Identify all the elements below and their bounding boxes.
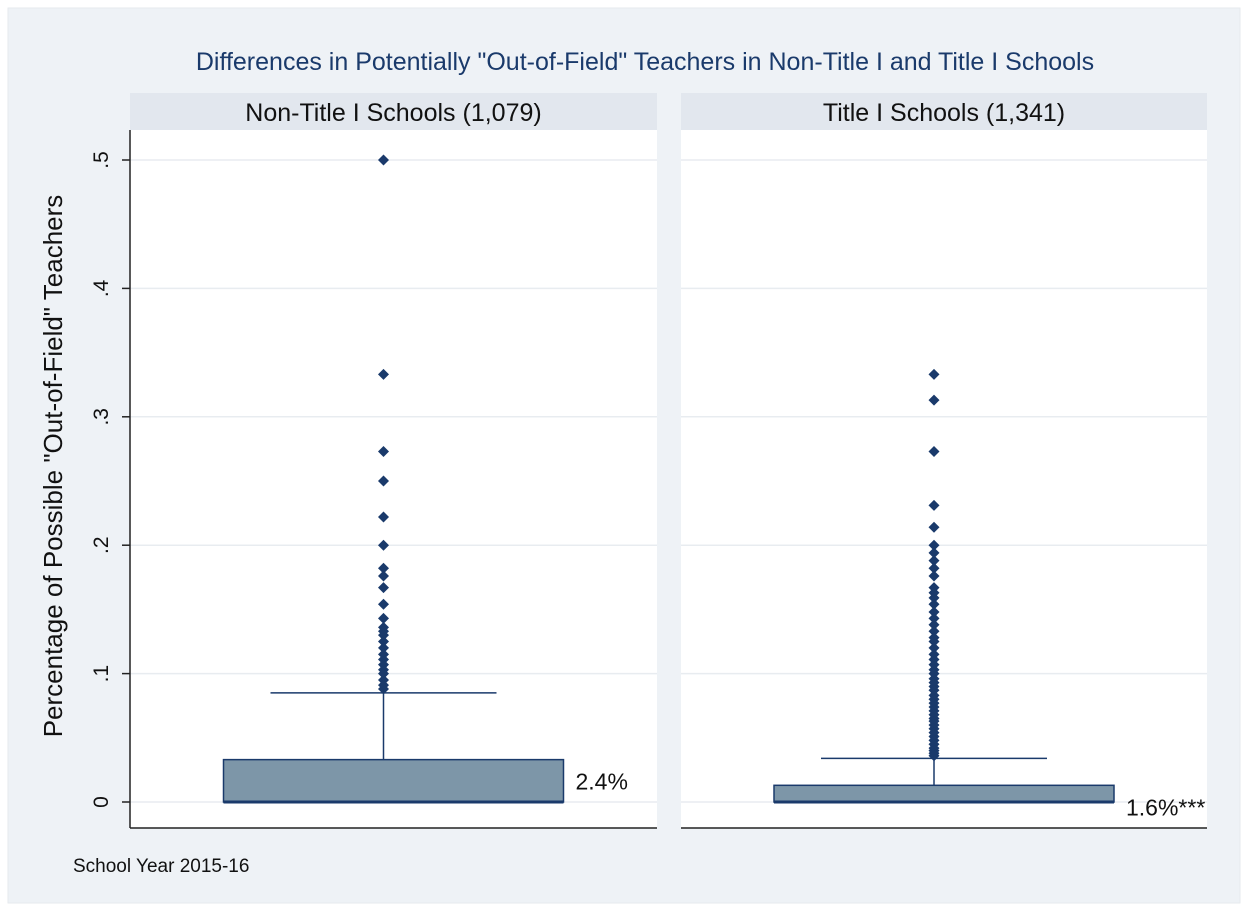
outlier-point	[928, 547, 940, 559]
outlier-point	[378, 475, 389, 487]
outlier-point	[928, 562, 940, 574]
panel-header-label: Non-Title I Schools (1,079)	[245, 99, 541, 127]
outlier-point	[928, 539, 940, 551]
outlier-point	[378, 612, 389, 624]
panel-header-label: Title I Schools (1,341)	[823, 99, 1065, 127]
box	[773, 784, 1115, 803]
y-tick-label: .2	[90, 536, 113, 554]
outlier-point	[928, 598, 940, 610]
outlier-point	[378, 629, 389, 641]
y-tick-label: .1	[90, 665, 113, 683]
chart-note: School Year 2015-16	[73, 856, 249, 877]
outlier-point	[928, 368, 940, 380]
outlier-point	[378, 562, 389, 574]
y-tick-label: .4	[90, 279, 113, 297]
box-data-label: 1.6%***	[1126, 794, 1205, 820]
outlier-point	[378, 636, 389, 647]
outlier-point	[928, 570, 940, 582]
outlier-point	[928, 555, 940, 567]
outlier-point	[928, 750, 940, 762]
outlier-point	[378, 511, 389, 523]
outlier-point	[928, 521, 940, 533]
outlier-point	[378, 582, 389, 594]
outlier-point	[928, 625, 940, 637]
outlier-point	[378, 445, 389, 457]
panel-header	[681, 93, 1207, 130]
outlier-point	[928, 636, 940, 647]
outlier-point	[378, 154, 389, 166]
outlier-point	[928, 606, 940, 618]
outlier-point	[378, 642, 389, 654]
outlier-point	[378, 570, 389, 582]
outlier-point	[928, 445, 940, 457]
plot-area: 0 .1 .2 .3 .4 .5 Non-Title I Schools (1,079) 2.…	[90, 93, 1207, 829]
outlier-point	[928, 612, 940, 624]
outlier-point	[378, 368, 389, 380]
box-data-label: 2.4%	[576, 769, 628, 795]
outlier-point	[378, 683, 389, 695]
panel-plot-area	[681, 130, 1207, 828]
outlier-point	[378, 598, 389, 610]
chart-title: Differences in Potentially "Out-of-Field…	[196, 48, 1094, 76]
outlier-point	[928, 499, 940, 511]
outlier-point	[928, 394, 940, 406]
outlier-point	[928, 619, 940, 631]
box	[222, 758, 565, 803]
y-axis-label: Percentage of Possible "Out-of-Field" Te…	[38, 195, 68, 738]
outlier-point	[928, 642, 940, 654]
y-tick-label: 0	[90, 796, 113, 808]
y-tick-label: .5	[90, 151, 113, 169]
outlier-point	[378, 539, 389, 551]
outlier-point	[378, 668, 389, 680]
panel-plot-area	[130, 130, 657, 828]
y-tick-label: .3	[90, 408, 113, 426]
panel-header	[130, 93, 657, 130]
outlier-point	[928, 592, 940, 604]
